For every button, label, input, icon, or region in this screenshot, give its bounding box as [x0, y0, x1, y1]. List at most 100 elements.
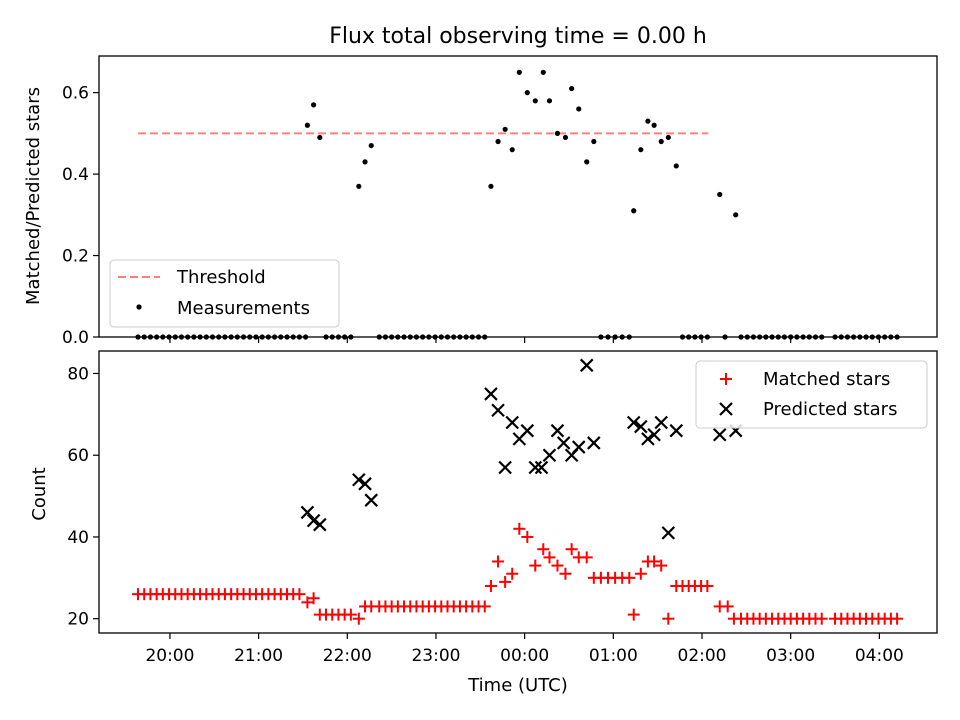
measurement-point — [516, 69, 522, 75]
predicted-star-marker — [484, 387, 498, 401]
measurement-point — [368, 142, 374, 149]
measurement-point — [651, 122, 657, 128]
matched-star-marker — [344, 608, 357, 621]
measurement-point — [362, 159, 368, 165]
measurements-legend-label: Measurements — [177, 298, 310, 319]
matched-star-marker — [815, 612, 828, 625]
matched-legend-label: Matched stars — [763, 369, 890, 390]
matched-star-marker — [565, 543, 578, 556]
measurement-point — [495, 138, 501, 145]
count-x-tick-label: 00:00 — [500, 646, 549, 666]
measurement-point — [540, 69, 546, 75]
chart-title: Flux total observing time = 0.00 h — [329, 24, 707, 49]
matched-legend-marker — [720, 373, 732, 385]
ratio-y-tick-label: 0.4 — [62, 165, 89, 185]
ratio-y-tick-label: 0.0 — [62, 328, 89, 348]
predicted-star-marker — [712, 428, 727, 442]
predicted-star-marker — [579, 358, 594, 373]
matched-star-marker — [721, 600, 734, 613]
predicted-star-marker — [498, 460, 512, 475]
measurement-point — [304, 122, 310, 128]
count-y-axis-label: Count — [29, 467, 50, 520]
predicted-star-marker — [505, 415, 520, 430]
measurement-point — [665, 134, 671, 141]
measurements-legend-swatch — [136, 304, 142, 310]
predicted-star-marker — [358, 477, 372, 491]
predicted-star-marker — [647, 428, 661, 442]
ratio-legend-box — [109, 259, 340, 328]
matched-star-marker — [529, 559, 542, 572]
count-panel: Count 20 40 60 80 20:00 21:00 22:00 23:00 00:00… — [29, 350, 938, 696]
measurement-point — [502, 126, 508, 132]
ratio-y-axis-label: Matched/Predicted stars — [23, 87, 44, 305]
measurement-point — [638, 147, 644, 153]
measurement-point — [631, 208, 637, 214]
predicted-star-marker — [641, 432, 655, 446]
matched-star-marker — [627, 608, 640, 621]
ratio-y-tick-label: 0.2 — [62, 247, 89, 267]
count-y-tick-label: 20 — [67, 610, 89, 630]
measurement-point — [317, 134, 323, 141]
matched-star-marker — [623, 571, 636, 584]
predicted-star-marker — [306, 513, 321, 528]
predicted-star-marker — [313, 517, 327, 532]
predicted-star-marker — [634, 419, 648, 434]
matched-star-marker — [634, 567, 647, 580]
matched-star-marker — [543, 551, 556, 564]
matched-star-marker — [499, 575, 512, 588]
count-legend: Matched stars Predicted stars — [695, 360, 928, 429]
predicted-star-marker — [571, 440, 586, 454]
matched-star-marker — [559, 567, 572, 580]
matched-star-marker — [301, 596, 314, 609]
count-x-tick-label: 22:00 — [323, 646, 372, 666]
matched-star-marker — [551, 559, 564, 572]
measurement-point — [524, 90, 530, 96]
matched-star-marker — [701, 580, 714, 592]
measurement-point — [532, 98, 538, 104]
matched-legend-swatch — [720, 373, 732, 385]
predicted-star-marker — [528, 460, 543, 475]
measurement-point — [546, 98, 553, 104]
ratio-y-tick-label: 0.6 — [62, 84, 89, 104]
ratio-legend: Threshold Measurements — [109, 259, 340, 328]
measurement-point — [569, 85, 575, 92]
count-x-tick-label: 01:00 — [589, 646, 638, 666]
predicted-star-marker — [542, 448, 557, 462]
matched-star-marker — [537, 543, 550, 556]
count-legend-box — [695, 360, 928, 429]
matched-star-marker — [662, 612, 675, 625]
measurement-point — [733, 212, 739, 218]
predicted-star-marker — [550, 423, 565, 438]
count-y-tick-label: 40 — [67, 528, 89, 548]
measurement-point — [717, 191, 723, 198]
matched-star-marker — [492, 555, 505, 568]
measurement-point — [673, 163, 679, 169]
measurement-point — [645, 118, 651, 124]
predicted-legend-label: Predicted stars — [763, 399, 897, 420]
matched-star-marker — [506, 567, 519, 580]
measurement-point — [576, 106, 582, 112]
count-x-tick-label: 20:00 — [145, 646, 194, 666]
ratio-axes-frame — [98, 55, 938, 338]
measurement-point — [356, 183, 362, 189]
measurement-point — [562, 134, 569, 141]
count-x-tick-label: 21:00 — [234, 646, 283, 666]
predicted-star-marker — [364, 493, 379, 507]
matched-star-marker — [891, 612, 904, 625]
predicted-star-marker — [587, 436, 601, 450]
predicted-star-marker — [352, 472, 366, 487]
ratio-panel: Flux total observing time = 0.00 h Match… — [23, 24, 938, 348]
matched-star-marker — [293, 588, 306, 601]
matched-star-marker — [655, 559, 668, 572]
count-x-tick-label: 23:00 — [411, 646, 460, 666]
count-y-axis: 20 40 60 80 — [67, 364, 99, 630]
predicted-star-marker — [556, 436, 571, 450]
count-x-tick-label: 03:00 — [766, 646, 815, 666]
threshold-legend-label: Threshold — [176, 267, 266, 288]
ratio-y-axis: 0.0 0.2 0.4 0.6 — [62, 84, 99, 348]
count-axes-frame — [98, 350, 938, 634]
count-x-tick-label: 04:00 — [855, 646, 904, 666]
predicted-star-marker — [491, 403, 505, 418]
measurement-point — [584, 159, 590, 165]
